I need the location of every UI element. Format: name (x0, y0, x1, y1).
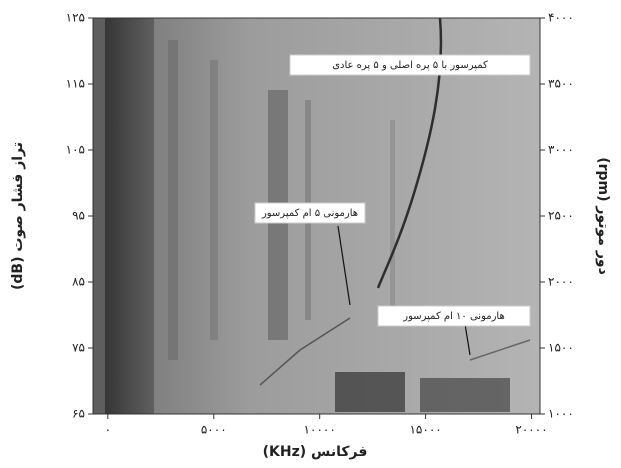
y2-tick-label: ۱۵۰۰ (548, 341, 574, 355)
y2-axis-label: دور موتور (rpm) (595, 157, 611, 275)
x-tick-label: ۱۵۰۰۰ (409, 423, 441, 437)
y-tick-label: ۷۵ (72, 341, 85, 355)
annotation: هارمونی ۵ ام کمپرسور (261, 208, 358, 219)
y-tick-label: ۱۰۵ (66, 143, 85, 157)
y2-tick-label: ۴۰۰۰ (548, 11, 574, 25)
y2-tick-label: ۳۵۰۰ (548, 77, 574, 91)
annotation: کمپرسور با ۵ پره اصلی و ۵ پره عادی (332, 60, 488, 71)
x-tick-label: ۱۰۰۰۰ (304, 423, 336, 437)
chart: تراز فشار صوت (dB) دور موتور (rpm) فرکان… (0, 0, 621, 468)
annotation: هارمونی ۱۰ ام کمپرسور (402, 311, 505, 322)
y-tick-label: ۱۱۵ (66, 77, 85, 91)
y-tick-label: ۸۵ (72, 275, 85, 289)
y-tick-label: ۶۵ (72, 407, 85, 421)
y-axis-label: تراز فشار صوت (dB) (10, 142, 26, 290)
y2-tick-label: ۱۰۰۰ (548, 407, 574, 421)
y-tick-label: ۱۲۵ (66, 11, 85, 25)
y2-tick-label: ۲۵۰۰ (548, 209, 574, 223)
y2-tick-label: ۲۰۰۰ (548, 275, 574, 289)
x-tick-label: ۰ (105, 423, 111, 437)
x-axis-label: فرکانس (KHz) (263, 444, 368, 460)
y-tick-label: ۹۵ (72, 209, 85, 223)
x-tick-label: ۵۰۰۰ (201, 423, 227, 437)
x-tick-label: ۲۰۰۰۰ (515, 423, 547, 437)
y2-tick-label: ۳۰۰۰ (548, 143, 574, 157)
